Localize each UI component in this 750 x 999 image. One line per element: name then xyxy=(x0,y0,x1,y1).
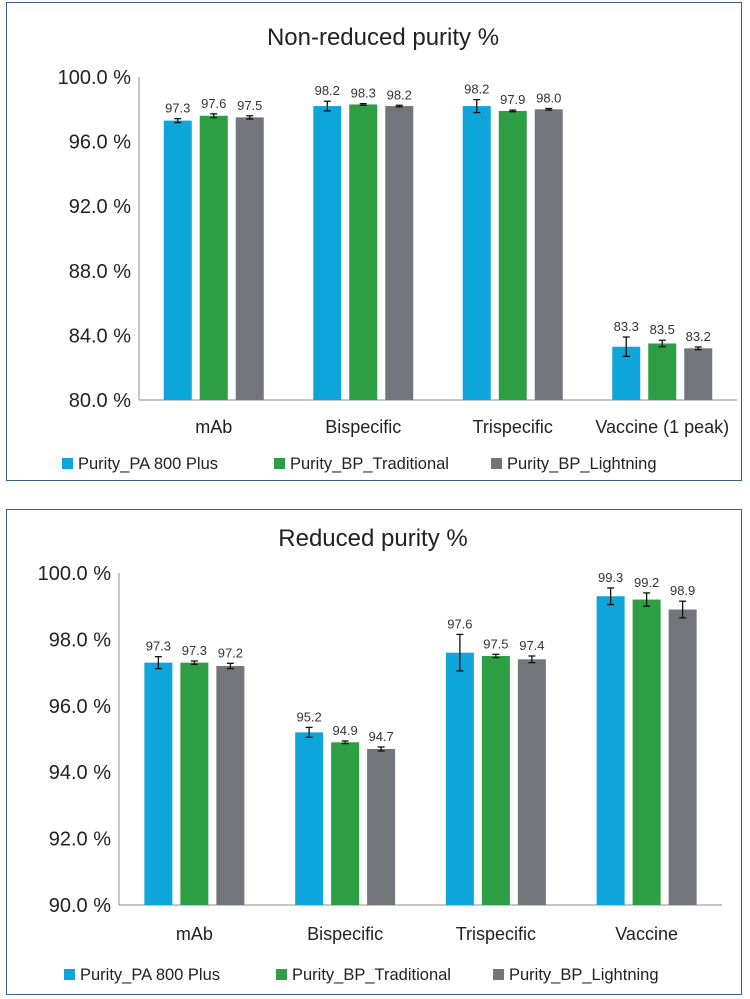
legend-swatch xyxy=(491,458,502,469)
legend-label: Purity_BP_Traditional xyxy=(290,455,449,473)
bar xyxy=(216,665,245,905)
data-label: 97.5 xyxy=(237,98,262,113)
data-label: 95.2 xyxy=(296,709,321,724)
data-label: 98.2 xyxy=(315,83,340,98)
bar xyxy=(295,732,324,905)
y-tick-label: 100.0 % xyxy=(38,563,112,585)
legend-swatch xyxy=(493,969,504,980)
bar xyxy=(163,120,192,400)
x-category-label: Vaccine (1 peak) xyxy=(595,417,729,437)
data-label: 98.9 xyxy=(670,583,695,598)
data-label: 97.6 xyxy=(447,616,472,631)
legend-swatch xyxy=(276,969,287,980)
x-category-label: Bispecific xyxy=(325,417,401,437)
data-label: 97.6 xyxy=(201,96,226,111)
y-tick-label: 92.0 % xyxy=(69,196,131,218)
bar xyxy=(632,599,661,905)
bar xyxy=(684,348,713,400)
legend-swatch xyxy=(64,969,75,980)
bar xyxy=(199,115,228,400)
y-tick-label: 96.0 % xyxy=(69,132,131,154)
data-label: 97.3 xyxy=(146,639,171,654)
legend-label: Purity_PA 800 Plus xyxy=(80,966,220,984)
y-tick-label: 92.0 % xyxy=(49,829,111,851)
bar xyxy=(385,106,414,400)
y-tick-label: 80.0 % xyxy=(69,390,131,412)
bar xyxy=(349,104,378,400)
data-label: 83.5 xyxy=(650,322,675,337)
bar xyxy=(481,656,510,905)
chart-panel-reduced: Reduced purity % 90.0 % 92.0 % 94.0 % 96.0 %… xyxy=(6,509,742,995)
chart-reduced-purity: Reduced purity % 90.0 % 92.0 % 94.0 % 96.0 %… xyxy=(38,525,722,984)
y-tick-label: 88.0 % xyxy=(69,261,131,283)
bar xyxy=(331,742,360,905)
chart-title: Reduced purity % xyxy=(278,525,467,552)
bar xyxy=(313,106,342,400)
legend-label: Purity_BP_Lightning xyxy=(509,966,659,984)
bar xyxy=(517,659,546,905)
data-label: 97.9 xyxy=(500,92,525,107)
data-label: 98.2 xyxy=(387,87,412,102)
x-category-label: mAb xyxy=(176,924,213,944)
bar xyxy=(235,117,264,400)
bar xyxy=(498,110,527,400)
data-label: 99.2 xyxy=(634,575,659,590)
data-label: 97.3 xyxy=(182,643,207,658)
data-label: 94.9 xyxy=(332,723,357,738)
data-label: 99.3 xyxy=(598,570,623,585)
legend-label: Purity_BP_Traditional xyxy=(292,966,451,984)
data-label: 97.5 xyxy=(483,636,508,651)
bar xyxy=(367,748,396,905)
chart-non-reduced-purity: Non-reduced purity % 80.0 % 84.0 % 88.0 % 92… xyxy=(58,24,737,473)
legend-swatch xyxy=(62,458,73,469)
data-label: 97.4 xyxy=(519,638,544,653)
y-tick-label: 98.0 % xyxy=(49,629,111,651)
data-label: 97.3 xyxy=(165,101,190,116)
x-category-label: Bispecific xyxy=(307,924,383,944)
bar xyxy=(648,343,677,400)
chart-panel-non-reduced: Non-reduced purity % 80.0 % 84.0 % 88.0 % 92… xyxy=(6,2,742,481)
data-label: 98.0 xyxy=(536,90,561,105)
y-tick-label: 90.0 % xyxy=(49,895,111,917)
x-category-label: Vaccine xyxy=(615,924,678,944)
legend-swatch xyxy=(274,458,285,469)
data-label: 83.3 xyxy=(614,319,639,334)
y-tick-label: 84.0 % xyxy=(69,325,131,347)
bar xyxy=(534,109,563,401)
x-category-label: Trispecific xyxy=(456,924,536,944)
x-category-label: Trispecific xyxy=(473,417,553,437)
data-label: 94.7 xyxy=(368,729,393,744)
bar xyxy=(668,609,697,905)
data-label: 97.2 xyxy=(218,645,243,660)
data-label: 83.2 xyxy=(686,329,711,344)
chart-title: Non-reduced purity % xyxy=(267,24,499,51)
bar xyxy=(144,662,173,905)
y-tick-label: 96.0 % xyxy=(49,696,111,718)
y-tick-label: 100.0 % xyxy=(58,67,132,89)
bar xyxy=(596,596,625,905)
x-category-label: mAb xyxy=(195,417,232,437)
legend-label: Purity_BP_Lightning xyxy=(507,455,657,473)
data-label: 98.3 xyxy=(351,86,376,101)
bar xyxy=(180,662,209,905)
data-label: 98.2 xyxy=(464,82,489,97)
bar xyxy=(462,106,491,400)
y-tick-label: 94.0 % xyxy=(49,762,111,784)
legend-label: Purity_PA 800 Plus xyxy=(78,455,218,473)
bar xyxy=(445,652,474,905)
